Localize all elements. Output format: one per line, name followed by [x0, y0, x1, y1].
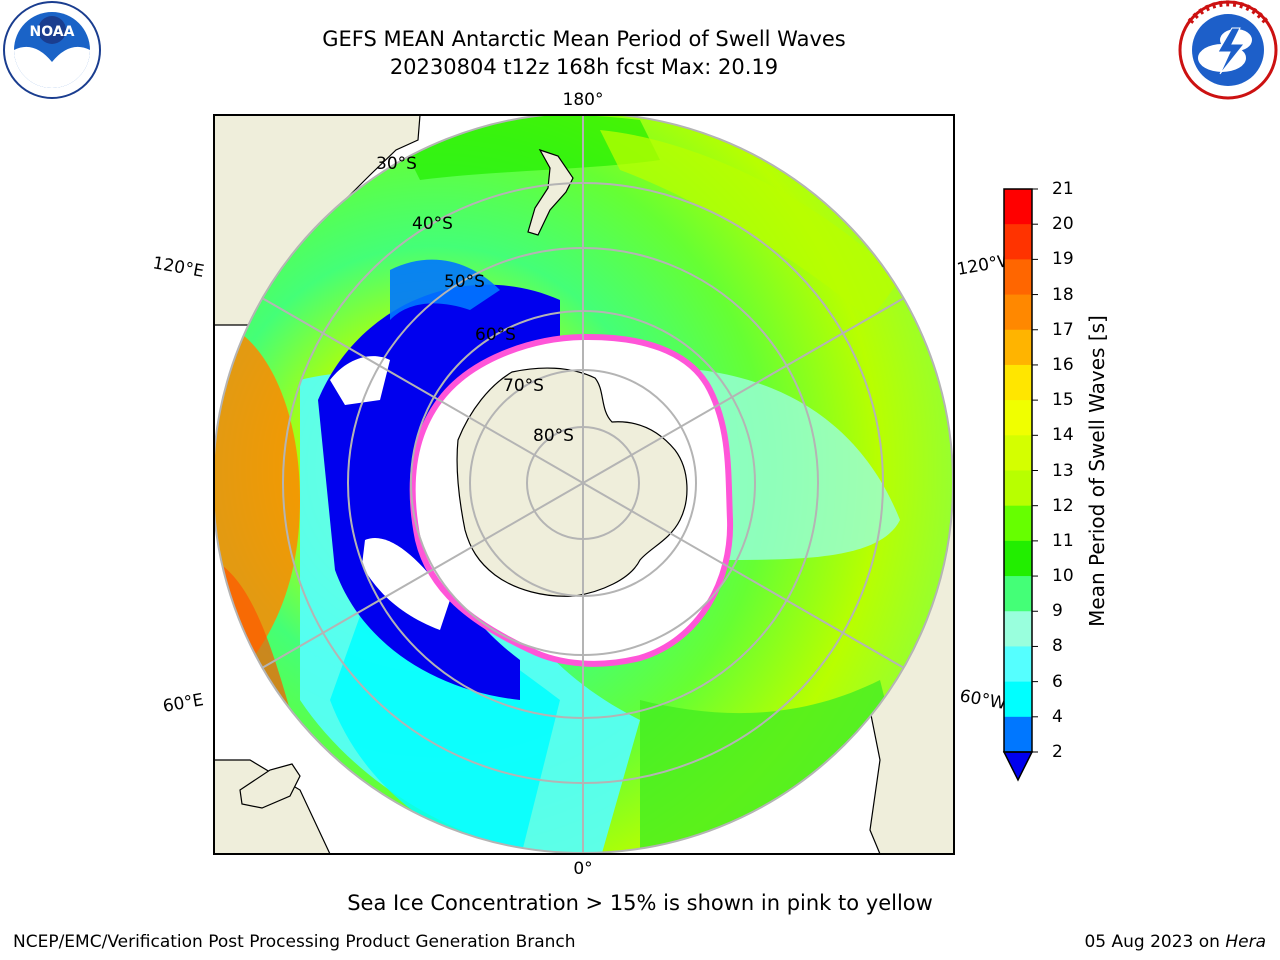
- colorbar-bin: [1004, 189, 1032, 225]
- colorbar-tick-label: 9: [1052, 601, 1063, 622]
- colorbar-tick-label: 6: [1052, 671, 1063, 692]
- colorbar-tick-label: 13: [1052, 460, 1074, 481]
- colorbar-bin: [1004, 576, 1032, 612]
- lon-label-120e: 120°E: [151, 253, 205, 282]
- colorbar-title-text: Mean Period of Swell Waves [s]: [1085, 315, 1109, 627]
- antarctica-land: [456, 367, 688, 597]
- footer-credit: NCEP/EMC/Verification Post Processing Pr…: [13, 932, 576, 952]
- colorbar-bin: [1004, 646, 1032, 683]
- colorbar-tick-label: 17: [1052, 319, 1074, 340]
- lon-label-60w: 60°W: [958, 686, 1008, 714]
- lat-label-70s: 70°S: [503, 376, 544, 396]
- colorbar-bin: [1004, 540, 1032, 577]
- lat-label-40s: 40°S: [412, 214, 453, 234]
- nws-logo: [1178, 0, 1278, 100]
- sea-ice-note: Sea Ice Concentration > 15% is shown in …: [347, 891, 933, 915]
- map-area: 30°S 40°S 50°S 60°S 70°S 80°S: [214, 115, 954, 854]
- colorbar-tick-label: 16: [1052, 354, 1074, 375]
- colorbar-tick-label: 11: [1052, 530, 1074, 551]
- madagascar-land: [239, 763, 301, 809]
- colorbar-extend-arrow: [1002, 751, 1034, 782]
- colorbar-bin: [1004, 294, 1032, 331]
- colorbar-tick-label: 4: [1052, 706, 1063, 727]
- africa-land: [214, 759, 331, 854]
- colorbar-tick-label: 15: [1052, 390, 1074, 411]
- colorbar-tick-label: 8: [1052, 636, 1063, 657]
- title-line-1: GEFS MEAN Antarctic Mean Period of Swell…: [322, 27, 846, 51]
- colorbar-tick-label: 2: [1052, 742, 1063, 762]
- lon-label-180: 180°: [563, 90, 604, 110]
- lat-label-80s: 80°S: [533, 426, 574, 446]
- lat-label-60s: 60°S: [475, 325, 516, 345]
- footer-host: Hera: [1225, 932, 1266, 952]
- colorbar-bin: [1004, 364, 1032, 401]
- colorbar-tick-label: 19: [1052, 249, 1074, 270]
- colorbar-tick-label: 14: [1052, 425, 1074, 446]
- colorbar-tick-label: 21: [1052, 179, 1074, 199]
- colorbar-bin: [1004, 400, 1032, 436]
- colorbar-bin: [1004, 611, 1032, 647]
- colorbar-tick-label: 12: [1052, 495, 1074, 516]
- colorbar-bin: [1004, 681, 1032, 718]
- colorbar-tick-label: 20: [1052, 214, 1074, 235]
- map-frame: [213, 114, 955, 855]
- title-line-2: 20230804 t12z 168h fcst Max: 20.19: [389, 55, 779, 79]
- colorbar-bin: [1004, 329, 1032, 366]
- noaa-logo-text: NOAA: [30, 24, 75, 40]
- colorbar-tick-label: 10: [1052, 566, 1074, 587]
- colorbar-bin: [1004, 259, 1032, 296]
- colorbar-bin: [1004, 435, 1032, 471]
- noaa-logo: NOAA: [3, 1, 101, 99]
- lon-label-0: 0°: [573, 859, 592, 879]
- colorbar-bin: [1004, 224, 1032, 260]
- colorbar-bin: [1004, 470, 1032, 507]
- lon-label-60e: 60°E: [161, 690, 205, 717]
- footer-date: 05 Aug 2023 on Hera: [1084, 932, 1266, 952]
- footer-date-text: 05 Aug 2023 on: [1084, 932, 1226, 952]
- colorbar-bin: [1004, 505, 1032, 542]
- colorbar-bin: [1004, 716, 1032, 753]
- colorbar: [1002, 188, 1038, 782]
- lat-label-30s: 30°S: [376, 154, 417, 174]
- lat-label-50s: 50°S: [444, 272, 485, 292]
- new-zealand-land: [527, 148, 574, 236]
- colorbar-tick-label: 18: [1052, 284, 1074, 305]
